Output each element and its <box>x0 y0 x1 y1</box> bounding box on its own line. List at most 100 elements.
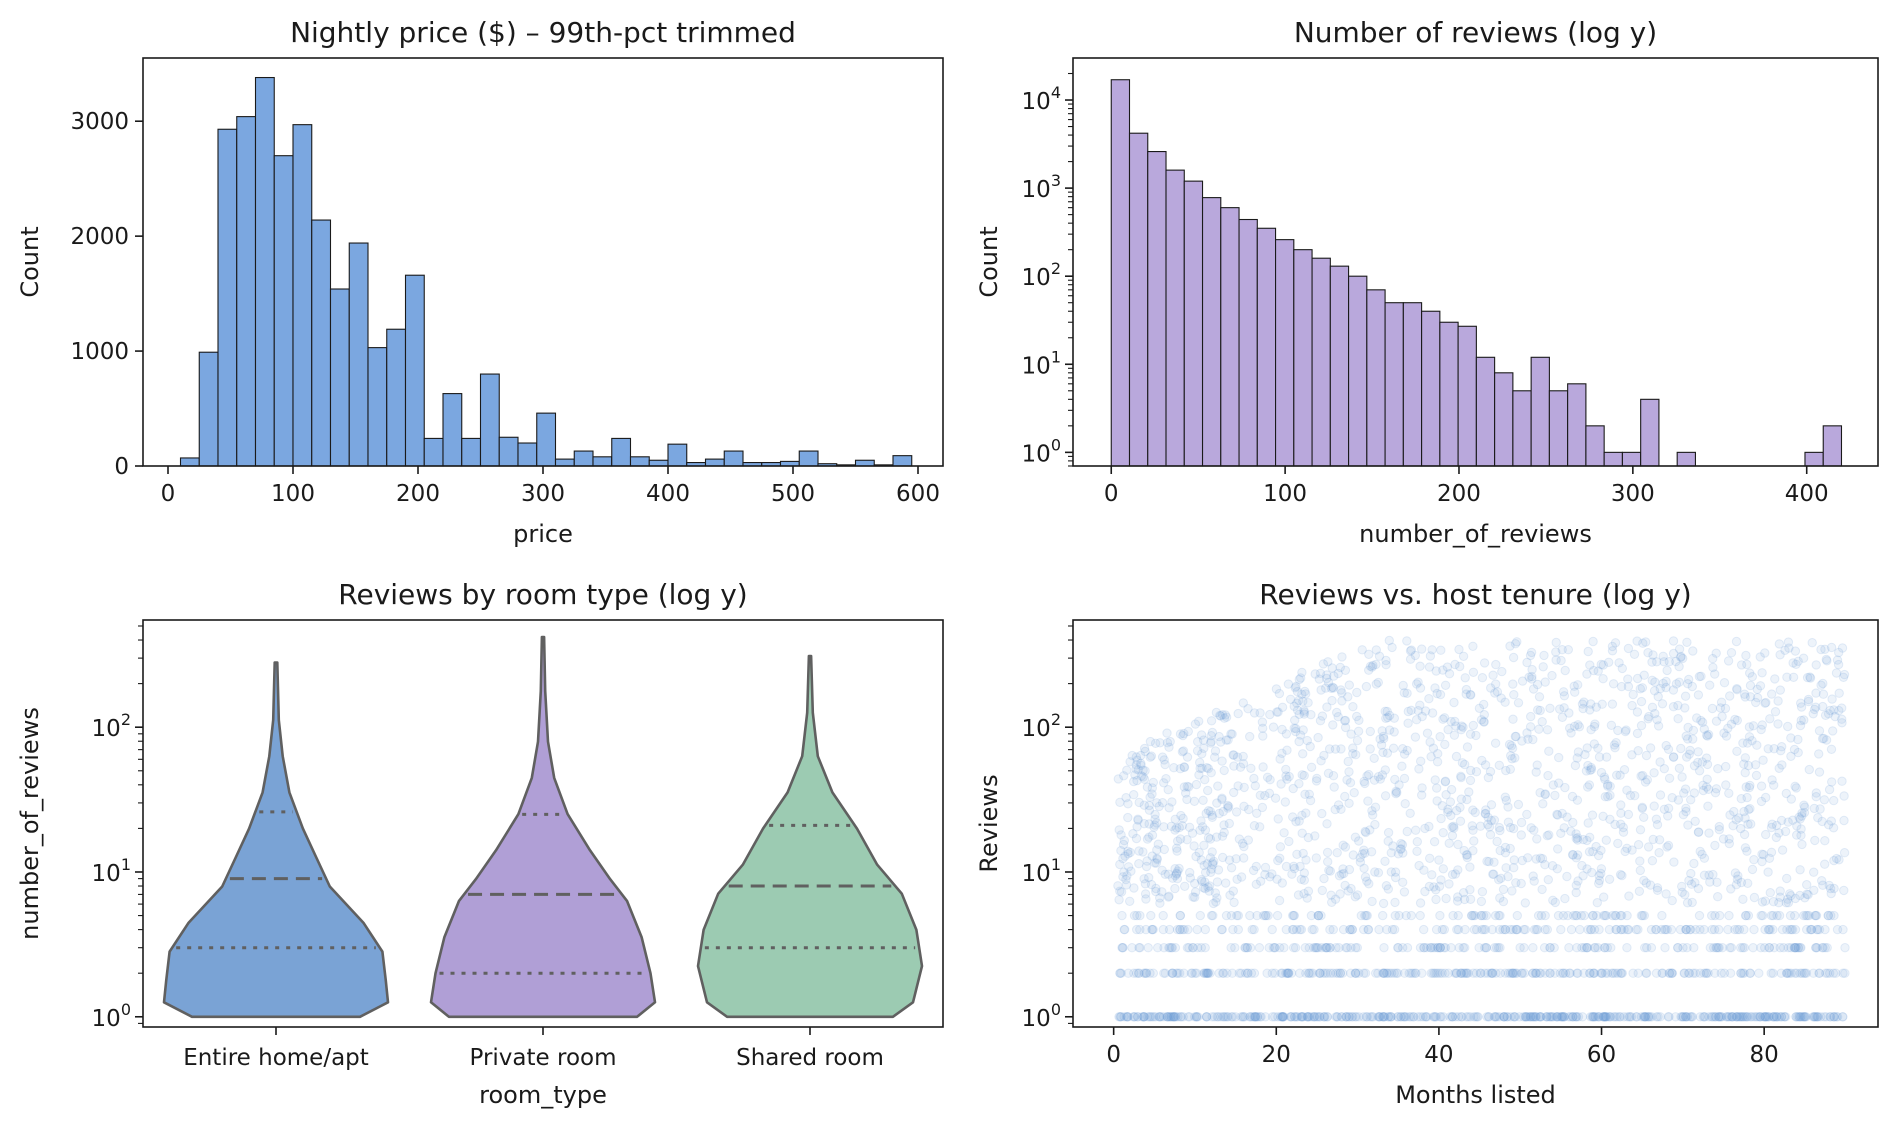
scatter-point <box>1217 756 1227 766</box>
x-tick-label: 300 <box>521 481 565 507</box>
scatter-point <box>1509 968 1519 978</box>
scatter-point <box>1391 968 1402 978</box>
scatter-point <box>1260 910 1271 921</box>
scatter-point <box>1616 819 1626 829</box>
scatter-point <box>1363 796 1373 806</box>
scatter-point <box>1742 659 1752 670</box>
scatter-point <box>1450 1012 1461 1022</box>
scatter-point <box>1313 1012 1323 1022</box>
scatter-point <box>1617 968 1628 978</box>
scatter-point <box>1431 924 1442 935</box>
scatter-point <box>1657 699 1668 709</box>
scatter-point <box>1802 924 1812 935</box>
scatter-point <box>1745 1012 1756 1022</box>
scatter-point <box>1566 924 1577 935</box>
scatter-point <box>1513 799 1524 810</box>
scatter-point <box>1210 752 1220 762</box>
scatter-point <box>1597 968 1607 978</box>
scatter-point <box>1819 733 1829 744</box>
scatter-point <box>1645 880 1656 890</box>
scatter-point <box>1531 854 1541 864</box>
scatter-point <box>1348 702 1358 712</box>
histogram-bar <box>1384 302 1404 467</box>
scatter-point <box>1789 744 1800 755</box>
scatter-point <box>1825 883 1836 894</box>
scatter-point <box>1597 968 1607 978</box>
scatter-point <box>1531 1012 1541 1022</box>
scatter-point <box>1217 794 1227 805</box>
scatter-point <box>1402 826 1412 837</box>
scatter-point <box>1400 799 1410 809</box>
scatter-point <box>1653 1012 1663 1022</box>
scatter-point <box>1123 812 1133 823</box>
scatter-point <box>1128 1012 1139 1022</box>
scatter-point <box>1533 705 1543 715</box>
scatter-point <box>1741 650 1751 661</box>
scatter-point <box>1496 693 1506 703</box>
scatter-point <box>1170 871 1181 881</box>
scatter-point <box>1683 820 1693 830</box>
scatter-point <box>1282 774 1292 784</box>
scatter-point <box>1200 877 1210 887</box>
scatter-point <box>1205 834 1216 844</box>
scatter-point <box>1172 924 1183 935</box>
scatter-point <box>1152 845 1162 855</box>
scatter-point <box>1837 718 1847 728</box>
scatter-point <box>1696 671 1706 681</box>
scatter-point <box>1139 1012 1149 1022</box>
scatter-point <box>1571 910 1581 921</box>
scatter-point <box>1682 752 1692 762</box>
scatter-point <box>1245 1012 1255 1022</box>
scatter-point <box>1218 968 1228 978</box>
scatter-point <box>1171 869 1182 879</box>
scatter-point <box>1327 695 1337 706</box>
scatter-point <box>1807 924 1817 935</box>
scatter-point <box>1509 863 1519 873</box>
scatter-point <box>1818 678 1828 689</box>
scatter-point <box>1577 860 1587 871</box>
scatter-point <box>1809 885 1819 895</box>
scatter-point <box>1142 856 1152 866</box>
scatter-point <box>1469 1012 1479 1022</box>
scatter-point <box>1426 968 1436 978</box>
scatter-point <box>1736 794 1747 804</box>
scatter-point <box>1169 763 1179 773</box>
scatter-point <box>1245 910 1255 921</box>
scatter-point <box>1171 968 1182 978</box>
scatter-point <box>1322 1012 1333 1022</box>
scatter-point <box>1328 683 1339 693</box>
scatter-point <box>1741 910 1751 921</box>
scatter-point <box>1776 746 1786 756</box>
scatter-point <box>1523 1012 1534 1022</box>
scatter-point <box>1600 910 1610 921</box>
scatter-point <box>1505 764 1516 774</box>
scatter-point <box>1504 739 1515 750</box>
scatter-point <box>1449 823 1459 833</box>
scatter-point <box>1438 1012 1449 1022</box>
scatter-point <box>1760 924 1770 935</box>
scatter-point <box>1393 943 1403 953</box>
scatter-point <box>1820 943 1830 953</box>
scatter-point <box>1198 735 1209 745</box>
scatter-point <box>1133 1012 1143 1022</box>
scatter-point <box>1139 1012 1149 1022</box>
scatter-point <box>1436 1012 1446 1022</box>
scatter-point <box>1309 924 1319 935</box>
scatter-point <box>1483 772 1494 783</box>
scatter-point <box>1158 924 1169 935</box>
scatter-point <box>1666 924 1677 935</box>
scatter-point <box>1786 733 1796 743</box>
scatter-point <box>1334 943 1344 953</box>
scatter-point <box>1698 785 1709 796</box>
scatter-point <box>1819 1012 1829 1022</box>
scatter-point <box>1749 924 1759 935</box>
scatter-point <box>1734 813 1744 823</box>
scatter-point <box>1411 825 1421 835</box>
scatter-point <box>1295 968 1305 978</box>
scatter-point <box>1139 800 1150 810</box>
scatter-point <box>1390 910 1401 921</box>
scatter-point <box>1428 968 1438 978</box>
scatter-point <box>1166 943 1177 953</box>
scatter-point <box>1763 744 1773 754</box>
scatter-point <box>1824 880 1834 891</box>
